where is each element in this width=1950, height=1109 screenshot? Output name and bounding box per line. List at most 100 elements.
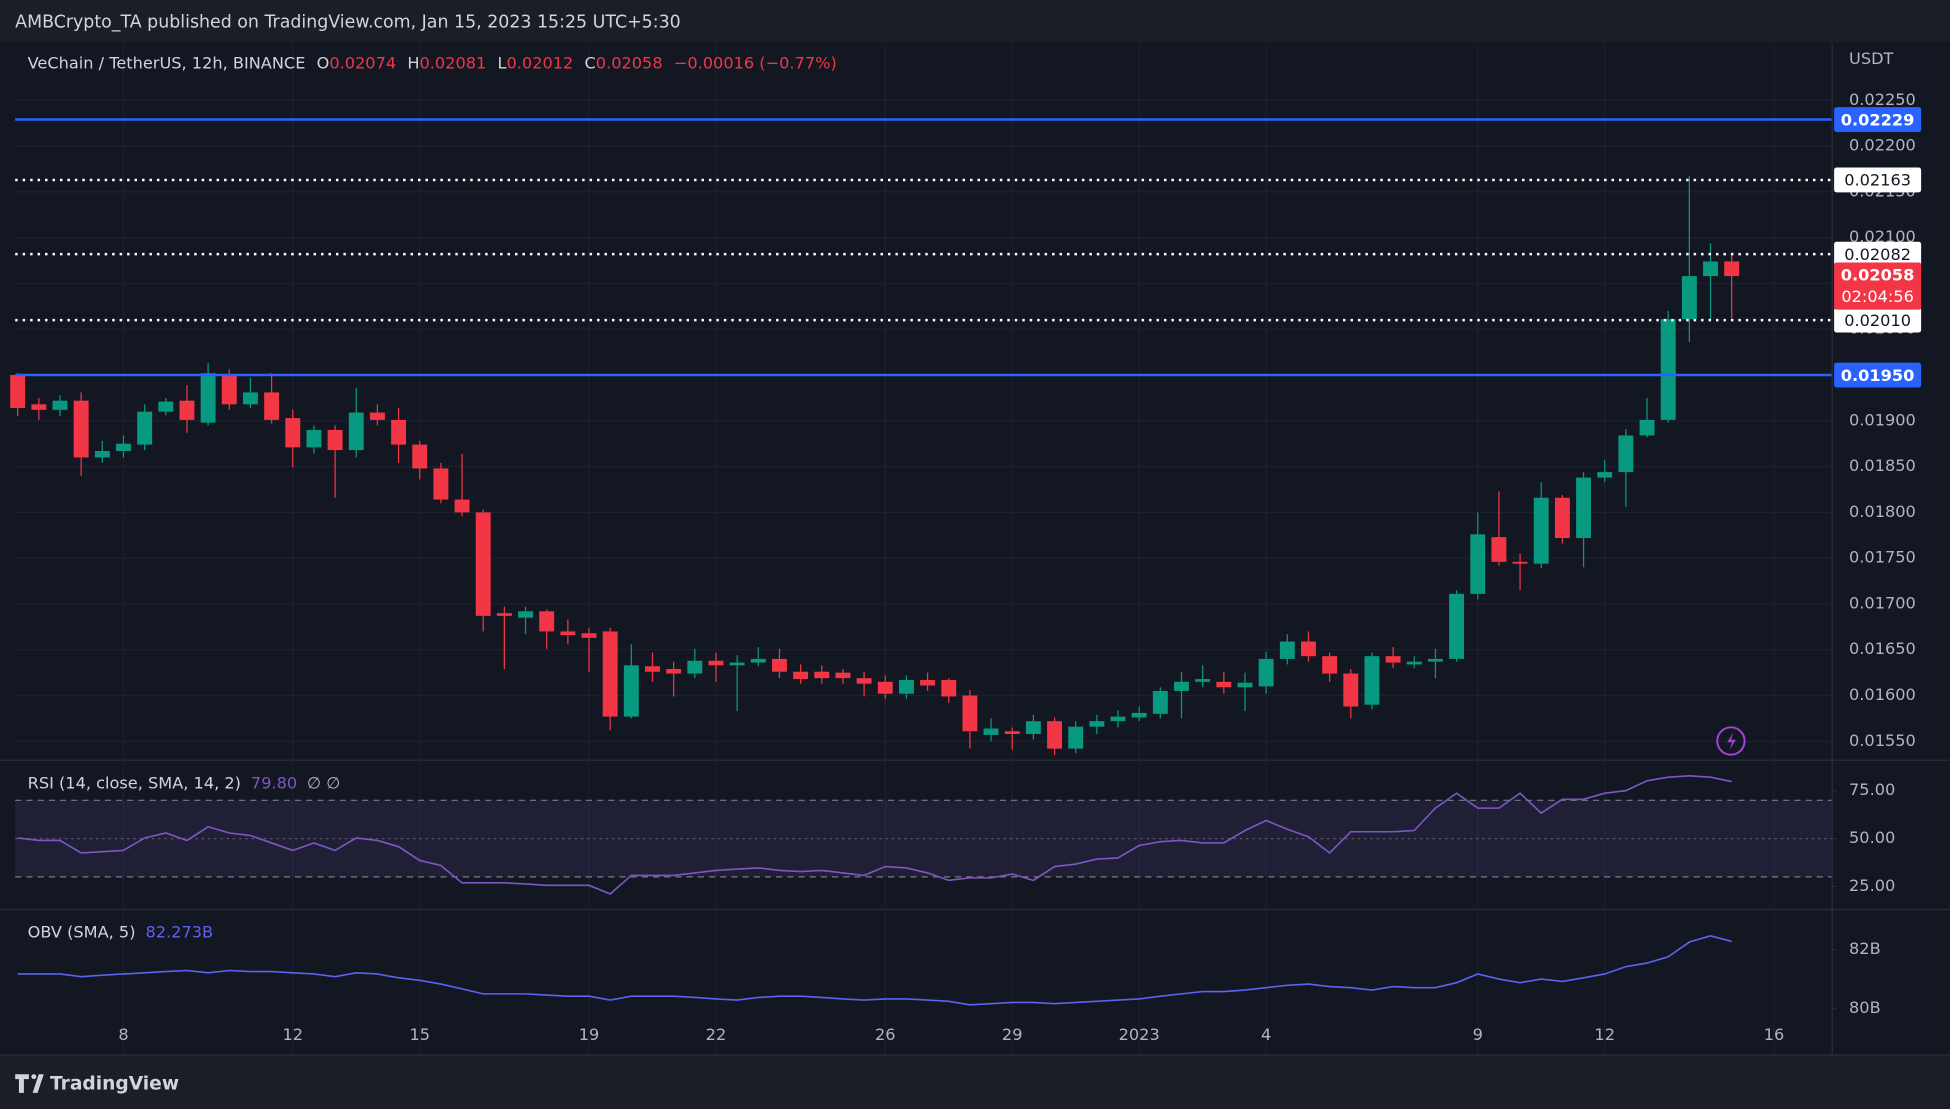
candle-body [1639,419,1655,436]
candle-body [539,611,555,632]
brand-logo [15,1074,44,1093]
candle-body [348,412,364,451]
candle-body [10,375,26,408]
axis-unit: USDT [1849,49,1894,68]
candle-body [835,672,851,679]
candle-body [1554,497,1570,539]
candle-body [1660,319,1676,420]
logo-v [32,1074,44,1093]
indicator-flags: ∅ ∅ [307,773,340,792]
candle-body [1427,658,1443,662]
legend-key: O [317,53,330,72]
candle-body [412,444,428,469]
indicator-value: 79.80 [251,773,297,792]
y-tick-label: 0.01550 [1849,731,1916,750]
level-label: 0.02082 [1844,245,1911,264]
x-tick-label: 15 [409,1025,430,1044]
y-tick-label: 0.02200 [1849,136,1916,155]
indicator-line [17,774,1732,895]
y-tick-label: 0.01800 [1849,502,1916,521]
candle-body [1174,681,1189,691]
candle-body [856,678,872,684]
indicator-legend: OBV (SMA, 5) 82.273B [28,922,213,941]
candle-body [581,633,597,638]
y-tick-label: 0.01700 [1849,593,1916,612]
candle-body [1068,726,1084,749]
candle-body [666,668,682,674]
x-tick-label: 26 [875,1025,896,1044]
level-box [1834,107,1922,132]
candle-body [242,392,258,405]
chart-legend: VeChain / TetherUS, 12h, BINANCE O0.02074… [28,53,837,72]
level-box [1834,362,1922,388]
candle-body [793,671,809,680]
y-tick-label: 0.01600 [1849,685,1916,704]
candle-body [920,679,936,686]
candle-body [264,392,280,420]
x-tick-label: 12 [282,1025,303,1044]
level-label: 0.02010 [1844,311,1911,330]
candle-body [1195,679,1211,682]
candle-body [1004,731,1020,734]
y-tick-label: 25.00 [1849,876,1895,895]
legend-value: 0.02074 [329,53,396,72]
indicator-title: OBV (SMA, 5) [28,922,136,941]
chart-title: VeChain / TetherUS, 12h, BINANCE [28,53,306,72]
candle-body [1343,673,1359,707]
candle-body [1131,712,1147,718]
level-label: 0.02163 [1844,171,1911,190]
logo-t [15,1074,29,1093]
candle-body [158,401,174,412]
candle-body [1364,656,1380,705]
candle-body [771,658,787,672]
candle-body [729,662,745,666]
brand-name: TradingView [50,1074,179,1095]
x-tick-label: 2023 [1119,1025,1160,1044]
candle-body [327,429,343,451]
x-tick-label: 19 [579,1025,600,1044]
legend-value: 0.02058 [596,53,663,72]
candle-body [391,419,407,445]
x-tick-label: 9 [1473,1025,1483,1044]
indicator-legend: RSI (14, close, SMA, 14, 2) 79.80 ∅ ∅ [28,773,341,792]
legend-change: −0.00016 (−0.77%) [674,53,837,72]
y-tick-label: 75.00 [1849,780,1895,799]
candle-body [1047,721,1063,749]
candle-body [1322,656,1338,674]
alert-icon [1716,726,1746,756]
candle-body [983,728,999,735]
candle-body [285,418,301,448]
y-tick-label: 82B [1849,939,1881,958]
last-price-label: 0.02058 [1841,266,1915,285]
candle-body [1724,261,1740,277]
y-tick-label: 50.00 [1849,828,1895,847]
indicator-title: RSI (14, close, SMA, 14, 2) [28,773,241,792]
candle-body [1025,721,1041,734]
legend-key: C [585,53,596,72]
countdown: 02:04:56 [1841,287,1914,306]
candle-body [179,400,195,420]
logo-dot [31,1074,37,1080]
x-tick-label: 4 [1261,1025,1271,1044]
candle-body [645,666,660,672]
candle-body [1110,716,1126,722]
candle-body [1152,690,1168,714]
icon-ring [1716,726,1746,756]
candle-body [1406,661,1422,665]
level-label: 0.02229 [1841,110,1915,129]
y-tick-label: 0.01850 [1849,456,1916,475]
y-tick-label: 0.01650 [1849,639,1916,658]
candle-body [1533,497,1549,564]
candle-body [94,451,110,458]
y-tick-label: 0.01750 [1849,548,1916,567]
candle-body [52,400,68,410]
candle-body [31,404,47,410]
candle-body [200,373,216,423]
candle-body [116,443,131,452]
candle-body [1216,681,1232,688]
candle-body [137,411,153,445]
level-box [1834,307,1922,333]
